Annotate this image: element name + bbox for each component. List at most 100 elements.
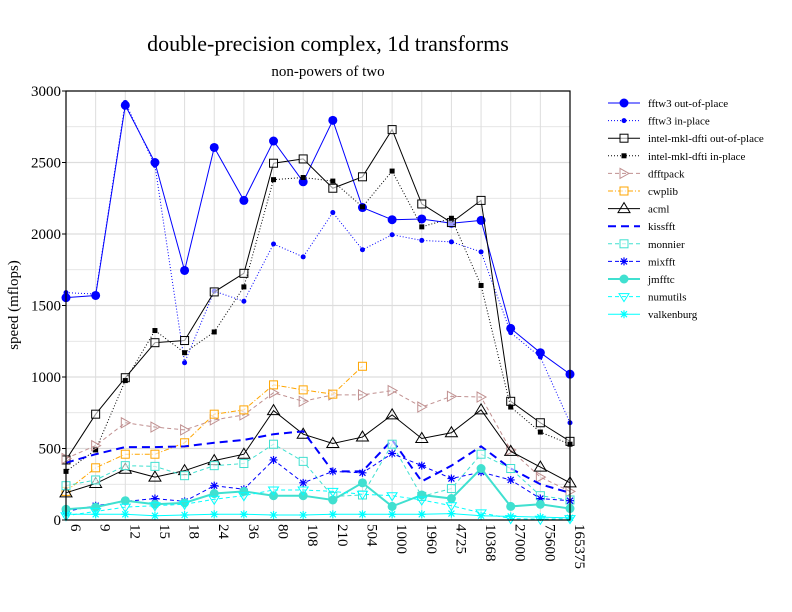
- legend-label: numutils: [648, 292, 687, 304]
- data-point: [122, 99, 128, 105]
- data-point: [358, 468, 367, 477]
- data-point: [385, 407, 400, 420]
- legend-entry: intel-mkl-dfti in-place: [608, 151, 746, 163]
- series-line: [65, 489, 571, 520]
- data-point: [356, 490, 369, 501]
- data-point: [239, 268, 249, 278]
- x-tick-label: 108: [304, 524, 320, 547]
- data-point: [180, 265, 190, 275]
- data-point: [148, 470, 162, 482]
- series-cwplib: [61, 361, 367, 496]
- data-point: [503, 444, 518, 456]
- data-point: [149, 502, 161, 512]
- y-tick-label: 0: [54, 513, 62, 529]
- x-tick-label: 18: [186, 524, 202, 539]
- data-point: [328, 183, 338, 193]
- data-point: [417, 199, 427, 209]
- legend-entry: fftw3 out-of-place: [608, 98, 728, 110]
- data-point: [298, 385, 308, 395]
- series-line: [65, 103, 571, 375]
- data-point: [330, 178, 336, 184]
- series-line: [65, 170, 571, 472]
- y-tick-label: 2000: [31, 227, 61, 243]
- data-point: [621, 118, 627, 124]
- data-point: [508, 330, 514, 336]
- data-point: [328, 389, 338, 399]
- data-point: [300, 175, 306, 181]
- data-point: [239, 510, 248, 519]
- x-tick-label: 36: [245, 524, 261, 540]
- data-point: [120, 496, 130, 506]
- data-point: [239, 459, 249, 469]
- series-fftw3-out-of-place: [61, 100, 575, 379]
- data-point: [478, 249, 484, 255]
- legend-label: mixfft: [648, 256, 675, 268]
- data-point: [328, 495, 338, 505]
- data-point: [180, 424, 191, 436]
- data-point: [506, 512, 515, 521]
- data-point: [180, 498, 190, 508]
- data-point: [476, 464, 486, 474]
- data-point: [237, 492, 250, 502]
- data-point: [328, 510, 337, 519]
- legend-entry: acml: [608, 201, 669, 216]
- data-point: [444, 425, 459, 438]
- data-point: [617, 201, 631, 214]
- data-point: [358, 510, 367, 519]
- data-point: [476, 391, 488, 403]
- data-point: [387, 215, 397, 225]
- data-point: [506, 444, 517, 456]
- data-point: [389, 168, 395, 174]
- data-point: [478, 282, 484, 288]
- data-point: [269, 386, 280, 399]
- data-point: [300, 254, 306, 260]
- data-point: [178, 500, 191, 511]
- data-point: [325, 436, 340, 448]
- series-line: [65, 430, 571, 494]
- data-point: [618, 293, 630, 303]
- x-tick-label: 12: [126, 524, 142, 539]
- data-point: [447, 474, 456, 483]
- y-axis-label: speed (mflops): [6, 260, 22, 350]
- data-point: [120, 461, 130, 471]
- legend-label: jmfftc: [647, 274, 675, 286]
- data-point: [239, 486, 249, 496]
- series-kissfft: [65, 430, 571, 494]
- x-tick-label: 75600: [541, 524, 557, 562]
- data-point: [299, 478, 308, 487]
- legend-label: dfftpack: [648, 168, 685, 180]
- series-line: [65, 443, 571, 501]
- data-point: [91, 510, 100, 519]
- legend-entry: fftw3 in-place: [608, 116, 710, 128]
- data-point: [417, 490, 427, 500]
- data-point: [533, 460, 548, 472]
- data-point: [446, 390, 458, 403]
- data-point: [120, 449, 130, 459]
- data-point: [357, 172, 367, 182]
- data-point: [122, 378, 128, 384]
- data-point: [447, 509, 456, 518]
- data-point: [477, 511, 486, 520]
- data-point: [209, 287, 219, 297]
- data-point: [267, 486, 280, 496]
- data-point: [91, 502, 101, 512]
- data-point: [417, 510, 426, 519]
- data-point: [299, 510, 308, 519]
- legend-entry: valkenburg: [608, 309, 698, 321]
- data-point: [476, 449, 486, 459]
- data-point: [239, 405, 249, 415]
- data-point: [269, 439, 279, 449]
- data-point: [152, 328, 158, 334]
- series-line: [65, 390, 571, 492]
- legend-label: intel-mkl-dfti out-of-place: [648, 133, 764, 145]
- legend-entry: dfftpack: [608, 167, 685, 180]
- series-dfftpack: [61, 384, 577, 498]
- x-tick-label: 10368: [482, 524, 498, 562]
- data-point: [180, 336, 190, 346]
- data-point: [506, 475, 515, 484]
- x-tick-label: 4725: [452, 524, 468, 554]
- data-point: [536, 513, 545, 522]
- data-point: [182, 360, 188, 366]
- data-point: [535, 418, 545, 428]
